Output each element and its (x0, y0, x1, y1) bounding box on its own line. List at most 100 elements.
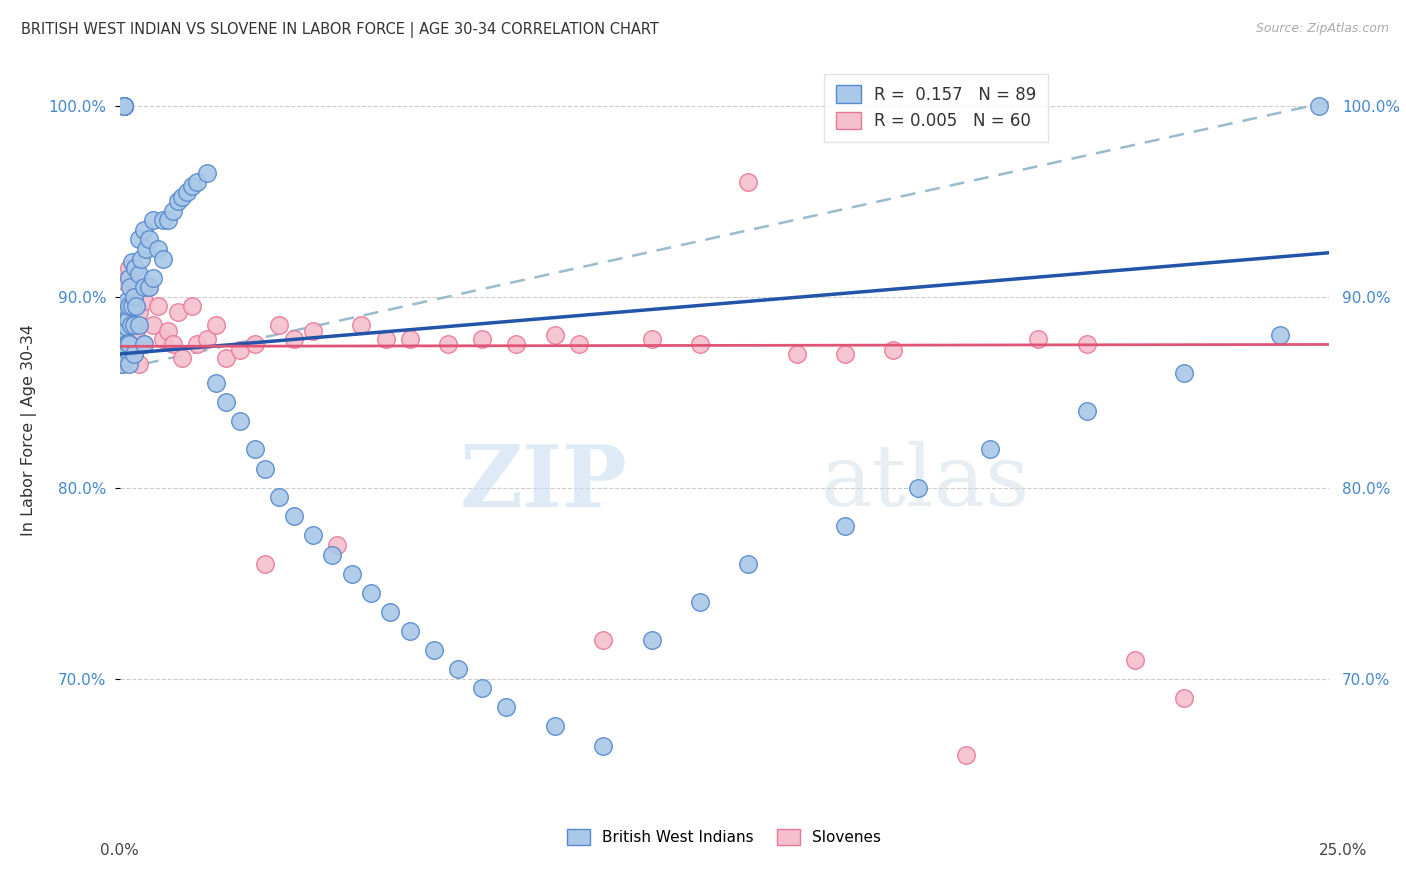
Y-axis label: In Labor Force | Age 30-34: In Labor Force | Age 30-34 (21, 325, 37, 536)
Point (786, 347, 808, 361)
Point (118, 324, 141, 338)
Point (737, 175, 759, 189)
Point (495, 700, 517, 714)
Point (321, 548, 343, 562)
Point (447, 662, 470, 676)
Point (156, 213, 179, 227)
Point (907, 481, 929, 495)
Point (118, 299, 141, 313)
Point (122, 347, 145, 361)
Point (111, 317, 134, 331)
Point (138, 280, 160, 294)
Point (115, 299, 138, 313)
Point (955, 747, 977, 762)
Text: atlas: atlas (821, 441, 1031, 524)
Point (128, 357, 150, 371)
Point (132, 293, 155, 308)
Point (689, 595, 711, 609)
Point (132, 337, 155, 351)
Point (592, 633, 614, 648)
Point (122, 290, 145, 304)
Point (152, 213, 174, 227)
Point (122, 290, 145, 304)
Point (110, 337, 132, 351)
Point (882, 343, 904, 358)
Point (115, 347, 138, 361)
Point (112, 99, 135, 113)
Point (142, 270, 165, 285)
Point (283, 509, 305, 524)
Point (162, 337, 184, 351)
Point (181, 178, 204, 193)
Text: ZIP: ZIP (460, 441, 627, 524)
Point (118, 261, 141, 276)
Point (112, 305, 135, 319)
Point (269, 318, 291, 333)
Point (118, 270, 141, 285)
Point (112, 99, 135, 113)
Point (110, 347, 132, 361)
Text: Source: ZipAtlas.com: Source: ZipAtlas.com (1256, 22, 1389, 36)
Point (423, 643, 446, 657)
Point (111, 357, 134, 371)
Point (121, 299, 143, 313)
Point (340, 566, 363, 581)
Point (128, 305, 150, 319)
Point (229, 414, 252, 428)
Point (640, 633, 662, 648)
Point (124, 261, 146, 276)
Point (166, 305, 188, 319)
Text: 0.0%: 0.0% (100, 843, 139, 858)
Point (181, 299, 204, 313)
Point (1123, 652, 1146, 666)
Point (128, 318, 150, 333)
Point (138, 280, 160, 294)
Point (269, 490, 291, 504)
Point (115, 320, 138, 334)
Point (398, 624, 420, 638)
Point (117, 312, 139, 326)
Point (505, 337, 527, 351)
Point (129, 252, 152, 266)
Point (326, 538, 349, 552)
Point (115, 343, 138, 358)
Point (117, 318, 139, 333)
Point (1028, 332, 1050, 346)
Point (471, 681, 494, 696)
Point (111, 357, 134, 371)
Point (592, 739, 614, 753)
Point (125, 299, 148, 313)
Point (186, 337, 208, 351)
Point (120, 280, 142, 294)
Point (110, 299, 132, 313)
Point (125, 324, 148, 338)
Point (132, 337, 155, 351)
Point (152, 252, 174, 266)
Point (110, 312, 132, 326)
Point (302, 528, 325, 542)
Point (114, 324, 136, 338)
Point (283, 332, 305, 346)
Point (128, 267, 150, 281)
Point (243, 337, 266, 351)
Point (121, 299, 143, 313)
Point (112, 299, 135, 313)
Point (737, 557, 759, 571)
Point (215, 394, 238, 409)
Point (110, 332, 132, 346)
Point (114, 324, 136, 338)
Point (360, 585, 382, 599)
Point (1076, 404, 1098, 418)
Point (118, 357, 141, 371)
Point (979, 442, 1001, 457)
Point (195, 165, 218, 179)
Point (172, 351, 194, 365)
Point (1173, 690, 1195, 705)
Point (243, 442, 266, 457)
Point (152, 332, 174, 346)
Point (112, 335, 135, 350)
Point (114, 337, 136, 351)
Point (205, 376, 228, 390)
Point (138, 232, 160, 246)
Point (215, 351, 238, 365)
